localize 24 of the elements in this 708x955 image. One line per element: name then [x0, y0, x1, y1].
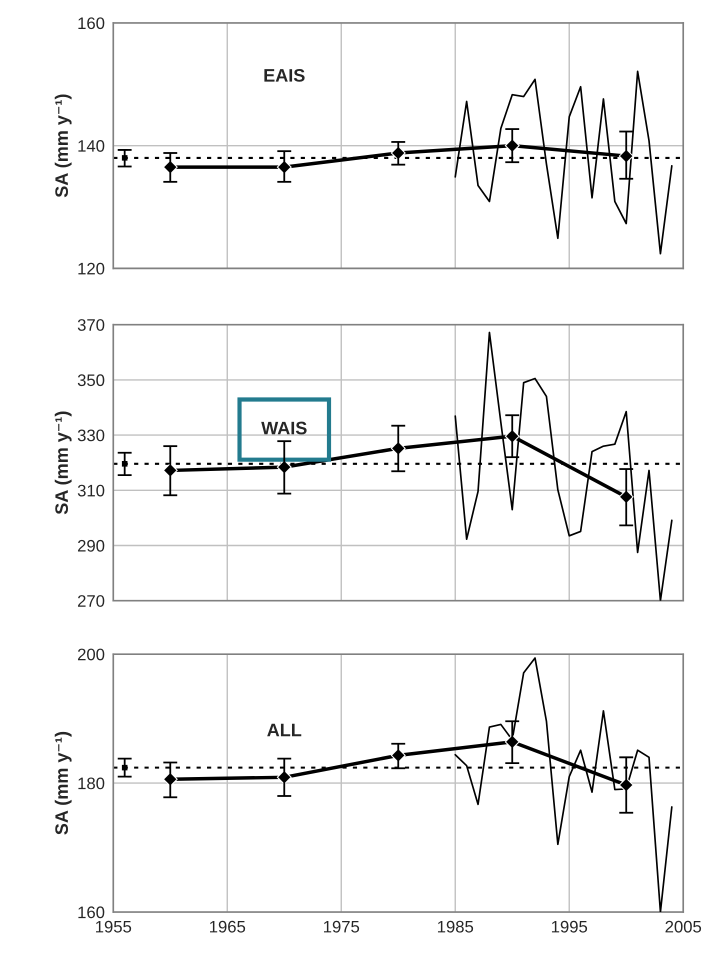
y-axis-title: SA (mm y⁻¹) — [54, 412, 72, 514]
x-tick-label: 1955 — [96, 920, 132, 933]
annotation: ALL — [267, 724, 302, 736]
y-tick-label: 310 — [78, 484, 104, 496]
x-tick-label: 1995 — [552, 920, 588, 933]
x-tick-label: 1965 — [210, 920, 246, 933]
x-tick-label: 1985 — [438, 920, 474, 933]
x-tick-label: 1975 — [324, 920, 360, 933]
y-tick-label: 270 — [78, 595, 104, 607]
y-tick-label: 200 — [78, 648, 104, 660]
y-tick-label: 120 — [78, 262, 104, 275]
annotation: EAIS — [264, 68, 305, 82]
y-axis-title: SA (mm y⁻¹) — [54, 94, 72, 198]
x-tick-label: 2005 — [666, 920, 702, 933]
y-tick-label: 330 — [78, 430, 104, 442]
annotation: WAIS — [261, 422, 307, 434]
y-tick-label: 140 — [78, 140, 104, 152]
y-tick-label: 290 — [78, 540, 104, 552]
y-tick-label: 160 — [78, 17, 104, 30]
y-tick-label: 350 — [78, 374, 104, 386]
y-tick-label: 180 — [78, 778, 104, 790]
y-tick-label: 160 — [78, 906, 104, 918]
y-axis-title: SA (mm y⁻¹) — [54, 732, 72, 835]
y-tick-label: 370 — [78, 319, 104, 331]
